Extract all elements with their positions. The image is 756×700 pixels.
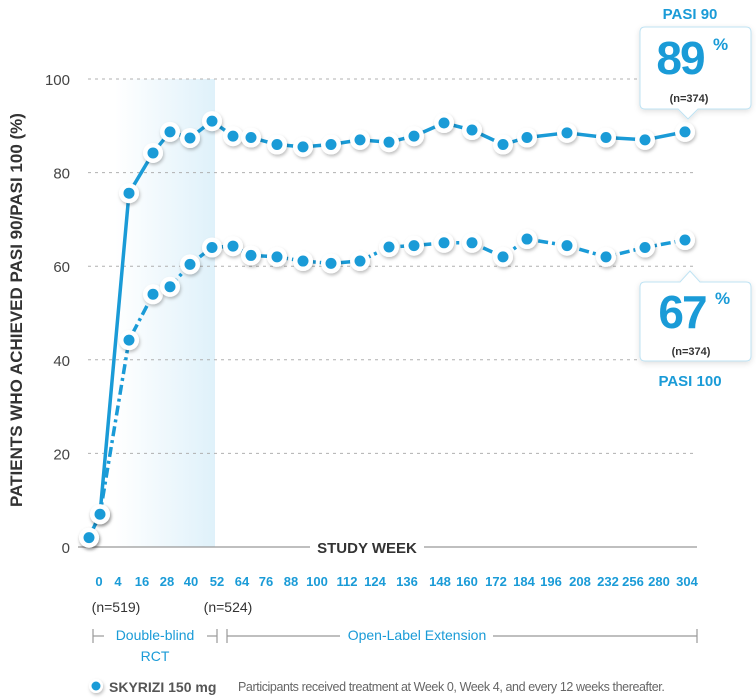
data-point-pasi-100 xyxy=(94,508,106,520)
data-point-pasi-100 xyxy=(297,255,309,267)
x-tick-label: 52 xyxy=(210,574,224,589)
data-point-pasi-100 xyxy=(354,255,366,267)
data-point-pasi-100 xyxy=(438,237,450,249)
data-point-pasi-90 xyxy=(206,115,218,127)
callout-pasi90-unit: % xyxy=(713,35,728,54)
rct-label: RCT xyxy=(141,648,170,664)
data-point-pasi-90 xyxy=(164,126,176,138)
data-point-pasi-100 xyxy=(164,281,176,293)
data-point-pasi-100 xyxy=(521,233,533,245)
data-point-pasi-90 xyxy=(325,139,337,151)
data-point-pasi-100 xyxy=(408,240,420,252)
callout-pasi90-n: (n=374) xyxy=(670,93,709,105)
data-point-pasi-90 xyxy=(245,132,257,143)
legend-note: Participants received treatment at Week … xyxy=(238,680,664,694)
data-point-pasi-100 xyxy=(245,249,257,261)
double-blind-shading xyxy=(115,79,215,547)
data-point-pasi-90 xyxy=(271,139,283,151)
x-tick-label: 100 xyxy=(306,574,328,589)
x-tick-label: 172 xyxy=(485,574,507,589)
data-point-pasi-100 xyxy=(679,234,691,246)
callout-pasi100-box xyxy=(639,270,752,362)
x-tick-label: 256 xyxy=(622,574,644,589)
data-point-pasi-90 xyxy=(227,130,239,142)
legend-series-name: SKYRIZI 150 mg xyxy=(109,679,216,695)
data-point-pasi-100 xyxy=(83,532,95,544)
data-point-pasi-100 xyxy=(383,241,395,253)
x-tick-label: 76 xyxy=(259,574,273,589)
data-point-pasi-90 xyxy=(297,141,309,153)
y-axis-title: PATIENTS WHO ACHIEVED PASI 90/PASI 100 (… xyxy=(7,113,26,507)
data-point-pasi-90 xyxy=(408,130,420,142)
data-point-pasi-100 xyxy=(147,288,159,300)
x-tick-label: 196 xyxy=(540,574,562,589)
data-point-pasi-90 xyxy=(521,132,533,143)
data-point-pasi-100 xyxy=(639,241,651,253)
y-tick-label: 40 xyxy=(53,353,70,370)
x-tick-label: 184 xyxy=(513,574,535,589)
data-point-pasi-90 xyxy=(679,126,691,138)
data-point-pasi-90 xyxy=(561,127,573,139)
data-point-pasi-90 xyxy=(466,124,478,136)
x-tick-label: 0 xyxy=(95,574,102,589)
x-tick-label: 160 xyxy=(456,574,478,589)
callout-pasi100-value: 67 xyxy=(658,286,706,338)
legend-marker-dot xyxy=(91,681,101,691)
double-blind-bracket xyxy=(92,629,218,643)
data-point-pasi-90 xyxy=(123,187,135,199)
open-label-extension-label: Open-Label Extension xyxy=(348,627,487,643)
data-point-pasi-90 xyxy=(497,139,509,151)
data-point-pasi-100 xyxy=(600,251,612,263)
data-point-pasi-100 xyxy=(466,237,478,249)
x-tick-label: 112 xyxy=(337,574,358,589)
y-tick-label: 80 xyxy=(53,166,70,183)
callout-pasi100-n: (n=374) xyxy=(672,346,711,358)
data-point-pasi-90 xyxy=(383,136,395,148)
n-label-week52: (n=524) xyxy=(204,599,253,615)
data-point-pasi-90 xyxy=(438,117,450,129)
x-tick-label: 232 xyxy=(597,574,619,589)
y-tick-label: 60 xyxy=(53,259,70,276)
x-tick-label: 148 xyxy=(429,574,451,589)
y-tick-label: 100 xyxy=(45,72,70,89)
data-point-pasi-100 xyxy=(184,258,196,270)
data-point-pasi-90 xyxy=(600,132,612,143)
n-label-baseline: (n=519) xyxy=(92,599,141,615)
data-point-pasi-90 xyxy=(639,134,651,146)
x-tick-label: 28 xyxy=(160,574,174,589)
x-tick-label: 136 xyxy=(396,574,418,589)
open-label-bracket xyxy=(226,629,698,643)
x-tick-label: 4 xyxy=(114,574,122,589)
data-point-pasi-90 xyxy=(147,147,159,159)
data-point-pasi-100 xyxy=(325,257,337,269)
x-tick-label: 88 xyxy=(284,574,298,589)
x-tick-label: 280 xyxy=(648,574,670,589)
x-tick-label: 124 xyxy=(364,574,386,589)
data-point-pasi-100 xyxy=(271,251,283,263)
data-point-pasi-90 xyxy=(184,132,196,144)
double-blind-label: Double-blind xyxy=(116,627,195,643)
callout-pasi90-value: 89 xyxy=(656,32,704,84)
x-axis-title: STUDY WEEK xyxy=(317,540,417,557)
x-tick-label: 64 xyxy=(235,574,250,589)
callout-pasi100-label: PASI 100 xyxy=(658,373,721,390)
callout-pasi90-label: PASI 90 xyxy=(663,6,718,23)
data-point-pasi-100 xyxy=(497,251,509,263)
data-point-pasi-100 xyxy=(561,240,573,252)
x-tick-label: 16 xyxy=(135,574,149,589)
x-tick-label: 40 xyxy=(184,574,198,589)
data-point-pasi-100 xyxy=(206,241,218,253)
callout-pasi100-unit: % xyxy=(715,289,730,308)
callout-pasi90-box xyxy=(639,26,752,120)
y-tick-label: 20 xyxy=(53,446,70,463)
x-tick-label: 304 xyxy=(676,574,698,589)
data-point-pasi-100 xyxy=(227,240,239,252)
data-point-pasi-100 xyxy=(123,334,135,346)
y-tick-label: 0 xyxy=(62,540,70,557)
x-tick-label: 208 xyxy=(569,574,591,589)
data-point-pasi-90 xyxy=(354,134,366,146)
